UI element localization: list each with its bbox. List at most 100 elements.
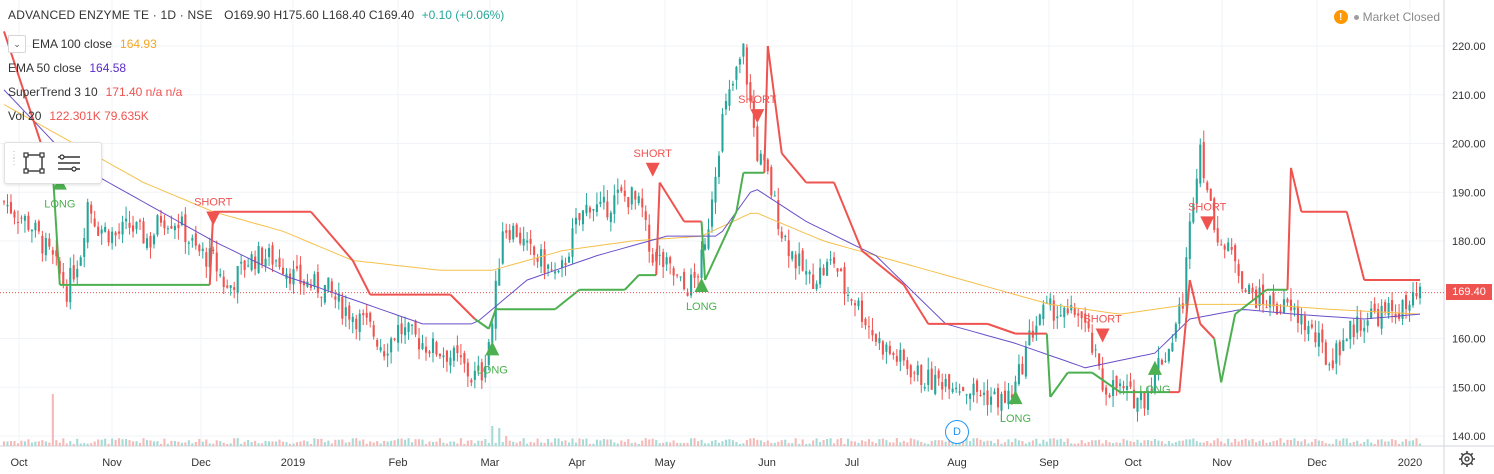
candle-body: [1307, 326, 1310, 335]
legend-row-volume[interactable]: Vol 20 122.301K 79.635K: [8, 104, 182, 128]
candle-body: [431, 338, 435, 353]
volume-bar: [554, 438, 557, 446]
volume-bar: [466, 440, 469, 446]
candle-body: [135, 221, 138, 230]
plot-area[interactable]: [0, 0, 1444, 446]
volume-bar: [55, 440, 58, 446]
supertrend-segment: [1234, 288, 1268, 315]
supertrend-segment: [1286, 167, 1292, 290]
long-signal-arrow: [485, 341, 500, 356]
candle-body: [125, 218, 128, 222]
candle-body: [812, 274, 815, 289]
volume-bar: [540, 442, 543, 446]
dividend-marker[interactable]: D: [945, 420, 969, 444]
candle-body: [1349, 320, 1352, 340]
drag-handle-icon[interactable]: ⋮ ⋮: [9, 150, 19, 167]
candle-body: [1014, 381, 1017, 394]
candle-body: [955, 387, 958, 390]
y-tick-label: 190.00: [1452, 187, 1486, 199]
candle-body: [686, 292, 689, 296]
market-status[interactable]: ! Market Closed: [1333, 10, 1440, 24]
legend-row-ema100[interactable]: ⌄ EMA 100 close 164.93: [8, 32, 182, 56]
collapse-legend-button[interactable]: ⌄: [8, 35, 26, 53]
format-lines-icon[interactable]: [51, 146, 85, 180]
candle-body: [316, 272, 319, 294]
candle-body: [585, 204, 588, 214]
candle-body: [909, 365, 912, 378]
volume-bar: [927, 443, 930, 446]
legend-row-ema50[interactable]: EMA 50 close 164.58: [8, 56, 182, 80]
volume-bar: [261, 443, 264, 446]
volume-bar: [1314, 439, 1317, 446]
candle-body: [710, 199, 714, 227]
candle-body: [1188, 221, 1191, 259]
symbol-title: ADVANCED ENZYME TE · 1D · NSE: [8, 8, 213, 22]
volume-bar: [829, 438, 832, 446]
candle-body: [226, 285, 229, 288]
candle-body: [885, 344, 888, 352]
candle-body: [473, 370, 476, 380]
candle-body: [874, 334, 877, 342]
candle-body: [118, 231, 121, 234]
candle-body: [254, 256, 257, 269]
y-tick-label: 150.00: [1452, 382, 1486, 394]
volume-bar: [449, 441, 452, 446]
candle-body: [941, 382, 944, 390]
candle-body: [222, 276, 225, 288]
volume-bar: [205, 439, 208, 446]
candle-body: [1314, 332, 1317, 343]
volume-bar: [138, 442, 142, 446]
gear-icon[interactable]: [1458, 450, 1476, 468]
candle-body: [121, 221, 124, 235]
volume-bar: [1258, 440, 1261, 446]
volume-bar: [470, 440, 473, 446]
candle-body: [456, 345, 459, 354]
volume-bar: [477, 440, 480, 446]
rectangle-tool-icon[interactable]: [17, 146, 51, 180]
volume-bar: [1216, 438, 1219, 446]
volume-bar: [676, 442, 679, 446]
y-tick-label: 220.00: [1452, 41, 1486, 53]
volume-bar: [351, 438, 354, 446]
candle-body: [247, 265, 250, 267]
status-dot-icon: [1353, 14, 1359, 20]
volume-bar: [595, 439, 598, 446]
volume-bar: [770, 443, 773, 446]
volume-bar: [519, 441, 522, 446]
candle-body: [1136, 397, 1139, 412]
volume-bar: [1282, 442, 1286, 446]
candle-body: [1401, 299, 1404, 319]
volume-bar: [623, 441, 626, 446]
volume-bar: [993, 443, 996, 446]
volume-bar: [1303, 439, 1306, 446]
candle-body: [1167, 348, 1170, 362]
volume-bar: [1108, 442, 1111, 446]
candle-body: [986, 390, 989, 406]
volume-bar: [390, 440, 393, 446]
volume-bar: [1338, 440, 1341, 446]
candle-body: [913, 372, 916, 374]
candle-body: [355, 318, 358, 330]
volume-bar: [37, 441, 40, 446]
volume-bar: [815, 438, 818, 446]
short-signal-arrow: [206, 211, 221, 226]
candle-body: [1143, 392, 1146, 409]
volume-bar: [372, 442, 375, 446]
legend-row-supertrend[interactable]: SuperTrend 3 10 171.40 n/a n/a: [8, 80, 182, 104]
volume-bar: [198, 439, 201, 446]
warning-icon[interactable]: !: [1333, 10, 1348, 24]
candle-body: [982, 392, 986, 395]
candle-body: [1405, 295, 1408, 310]
candle-body: [166, 228, 169, 230]
candle-body: [1125, 385, 1129, 390]
candle-body: [958, 391, 961, 393]
volume-bar: [292, 443, 295, 446]
supertrend-segment: [554, 288, 581, 311]
volume-bar: [34, 441, 37, 446]
volume-bar: [93, 441, 96, 446]
volume-bar: [766, 440, 769, 446]
volume-bar: [145, 440, 149, 446]
volume-bar: [386, 441, 389, 446]
candle-body: [724, 101, 727, 110]
